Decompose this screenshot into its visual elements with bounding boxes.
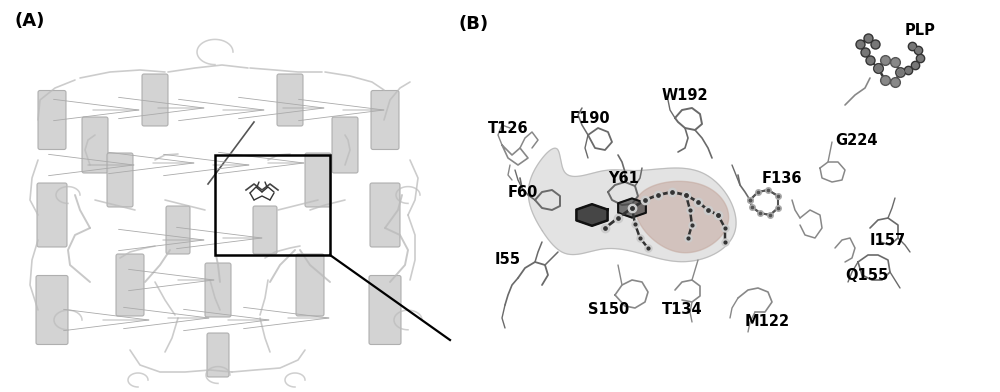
FancyBboxPatch shape <box>116 254 144 316</box>
Polygon shape <box>635 181 729 253</box>
FancyBboxPatch shape <box>107 153 133 207</box>
Text: PLP: PLP <box>905 22 936 38</box>
FancyBboxPatch shape <box>332 117 358 173</box>
Text: F190: F190 <box>570 111 611 125</box>
FancyBboxPatch shape <box>142 74 168 126</box>
Text: Q155: Q155 <box>845 267 888 283</box>
Text: F136: F136 <box>762 171 802 185</box>
FancyBboxPatch shape <box>166 206 190 254</box>
FancyBboxPatch shape <box>253 206 277 254</box>
Text: T126: T126 <box>488 120 529 136</box>
FancyBboxPatch shape <box>207 333 229 377</box>
Polygon shape <box>528 148 736 262</box>
Text: (B): (B) <box>458 15 488 33</box>
FancyBboxPatch shape <box>296 254 324 316</box>
FancyBboxPatch shape <box>305 153 331 207</box>
FancyBboxPatch shape <box>277 74 303 126</box>
Bar <box>215 155 330 255</box>
FancyBboxPatch shape <box>82 117 108 173</box>
Polygon shape <box>576 204 608 226</box>
Text: I157: I157 <box>870 232 906 247</box>
FancyBboxPatch shape <box>36 276 68 345</box>
FancyBboxPatch shape <box>205 263 231 317</box>
FancyBboxPatch shape <box>370 183 400 247</box>
FancyBboxPatch shape <box>37 183 67 247</box>
FancyBboxPatch shape <box>369 276 401 345</box>
Polygon shape <box>618 198 646 218</box>
Text: (A): (A) <box>15 12 45 30</box>
Text: T134: T134 <box>662 303 703 318</box>
Text: G224: G224 <box>835 132 878 147</box>
Text: S150: S150 <box>588 303 629 318</box>
Text: Y61: Y61 <box>608 171 639 185</box>
FancyBboxPatch shape <box>38 91 66 149</box>
Text: I55: I55 <box>495 252 521 267</box>
Text: W192: W192 <box>662 87 709 102</box>
Text: M122: M122 <box>745 314 790 330</box>
FancyBboxPatch shape <box>371 91 399 149</box>
Text: F60: F60 <box>508 185 538 200</box>
